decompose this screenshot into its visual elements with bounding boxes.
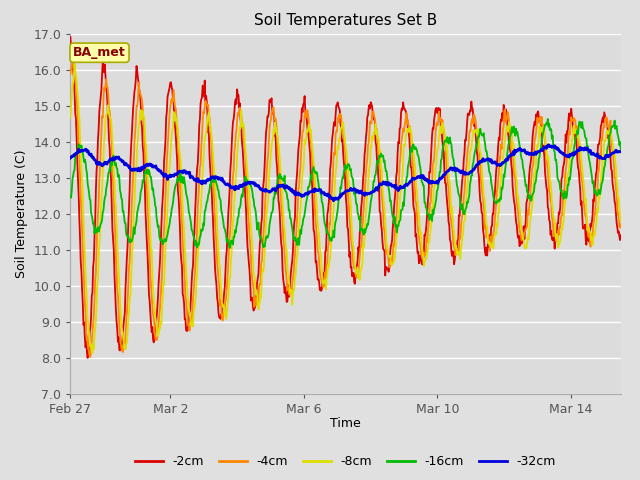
X-axis label: Time: Time: [330, 417, 361, 430]
Text: BA_met: BA_met: [73, 46, 126, 59]
Title: Soil Temperatures Set B: Soil Temperatures Set B: [254, 13, 437, 28]
Legend: -2cm, -4cm, -8cm, -16cm, -32cm: -2cm, -4cm, -8cm, -16cm, -32cm: [130, 450, 561, 473]
Y-axis label: Soil Temperature (C): Soil Temperature (C): [15, 149, 28, 278]
